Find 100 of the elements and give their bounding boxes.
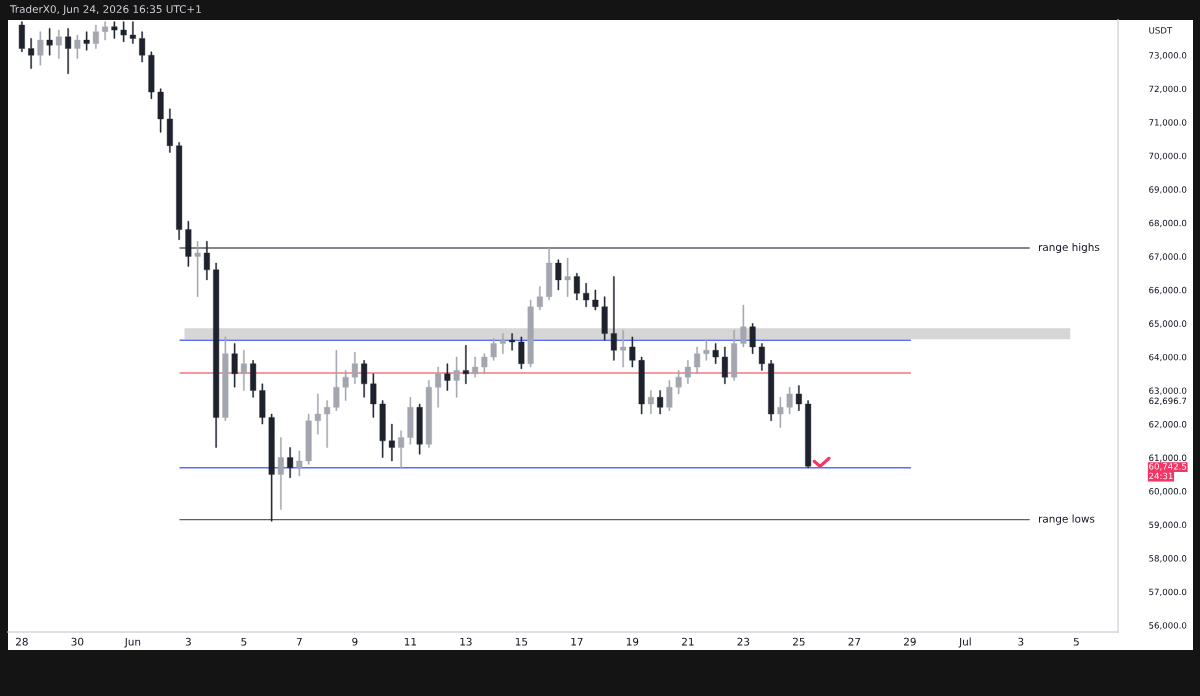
candlestick (398, 430, 405, 468)
candlestick (444, 363, 451, 391)
y-tick-label: 64,000.0 (1149, 353, 1187, 362)
candlestick (657, 390, 664, 415)
candlestick (620, 329, 627, 368)
candlestick (277, 437, 284, 510)
x-tick-label: 25 (793, 637, 805, 646)
candlestick (786, 386, 793, 415)
candlestick (37, 31, 44, 66)
candlestick (675, 370, 682, 395)
y-tick-label: 69,000.0 (1149, 186, 1187, 194)
candlestick (203, 241, 210, 281)
y-tick-label: 73,000.0 (1149, 52, 1187, 60)
candlestick (435, 366, 442, 408)
x-tick-label: 23 (737, 637, 750, 646)
candlestick (647, 390, 654, 415)
candlestick (499, 333, 506, 354)
candlestick (305, 413, 312, 465)
candlestick (213, 262, 220, 448)
y-tick-label: 60,000.0 (1149, 488, 1187, 496)
y-axis-title: USDT (1149, 27, 1173, 34)
y-tick-label: 70,000.0 (1149, 152, 1187, 161)
candlestick (388, 423, 395, 462)
candlestick (795, 385, 802, 411)
y-tick-label: 67,000.0 (1149, 253, 1187, 261)
candlestick (342, 370, 349, 401)
y-tick-label: 63,000.0 (1149, 387, 1187, 395)
candlestick (287, 447, 294, 478)
candlestick (555, 259, 562, 291)
candlestick (65, 28, 72, 74)
candlestick (564, 257, 571, 297)
candlestick (139, 31, 146, 63)
x-tick-label: Jul (958, 637, 971, 648)
candlestick (703, 340, 710, 361)
x-tick-label: 5 (1073, 637, 1079, 646)
x-tick-label: Jun (124, 637, 141, 648)
y-tick-label: 62,696.7 (1149, 397, 1187, 405)
text: 24:31 (1149, 472, 1173, 480)
y-tick-label: 68,000.0 (1149, 219, 1187, 228)
text: TraderX0, Jun 24, 2026 16:35 UTC+1 (9, 4, 201, 15)
candlestick (157, 88, 164, 133)
candlestick (601, 296, 608, 341)
candlestick (546, 247, 553, 301)
candlestick (74, 34, 81, 59)
candlestick (324, 400, 331, 448)
candlestick (481, 353, 488, 374)
candlestick (694, 346, 701, 374)
candlestick (120, 21, 127, 43)
candlestick (472, 356, 479, 378)
candlestick (805, 400, 812, 468)
candlestick (129, 21, 136, 44)
y-tick-label: 72,000.0 (1149, 85, 1187, 94)
x-tick-label: 11 (404, 637, 417, 646)
candlestick (148, 51, 155, 100)
candlestick (712, 343, 719, 364)
x-tick-label: 5 (241, 637, 247, 646)
candlestick (684, 360, 691, 385)
candlestick (351, 351, 358, 385)
candlestick (46, 28, 53, 56)
candlestick (749, 323, 756, 354)
x-tick-label: 3 (185, 637, 191, 646)
candlestick (250, 360, 257, 398)
candlestick (462, 345, 469, 385)
x-tick-label: 19 (626, 637, 639, 646)
y-tick-label: 58,000.0 (1149, 555, 1187, 563)
candlestick (268, 413, 275, 522)
candlestick (453, 356, 460, 398)
candlestick (490, 338, 497, 361)
x-tick-label: 28 (16, 637, 28, 646)
candlestick (629, 336, 636, 368)
y-tick-label: 71,000.0 (1149, 119, 1187, 127)
x-tick-label: 7 (296, 637, 302, 646)
candlestick (518, 336, 525, 369)
y-tick-label: 60,742.5 (1149, 463, 1187, 471)
candlestick (92, 24, 99, 49)
candlestick (740, 304, 747, 348)
candlestick (240, 350, 247, 391)
y-tick-label: 66,000.0 (1149, 286, 1187, 295)
candlestick (176, 142, 183, 240)
candlestick (731, 329, 738, 381)
candlestick (18, 21, 25, 53)
candlestick (166, 108, 173, 153)
candlestick (610, 276, 617, 361)
y-tick-label: 65,000.0 (1149, 320, 1187, 328)
candlestick (370, 373, 377, 418)
x-tick-label: 21 (682, 637, 694, 646)
candlestick (83, 31, 90, 51)
x-tick-label: 9 (352, 637, 358, 646)
candlestick (194, 241, 201, 297)
candlestick (777, 397, 784, 428)
candlestick (333, 350, 340, 411)
x-tick-label: 3 (1018, 637, 1024, 646)
candlestick (721, 346, 728, 385)
candlestick (407, 397, 414, 445)
candlestick (28, 38, 35, 69)
candlestick (111, 21, 118, 39)
candlestick (102, 21, 109, 41)
candlestick (573, 272, 580, 301)
candlestick (425, 380, 432, 448)
candlestick (768, 360, 775, 421)
